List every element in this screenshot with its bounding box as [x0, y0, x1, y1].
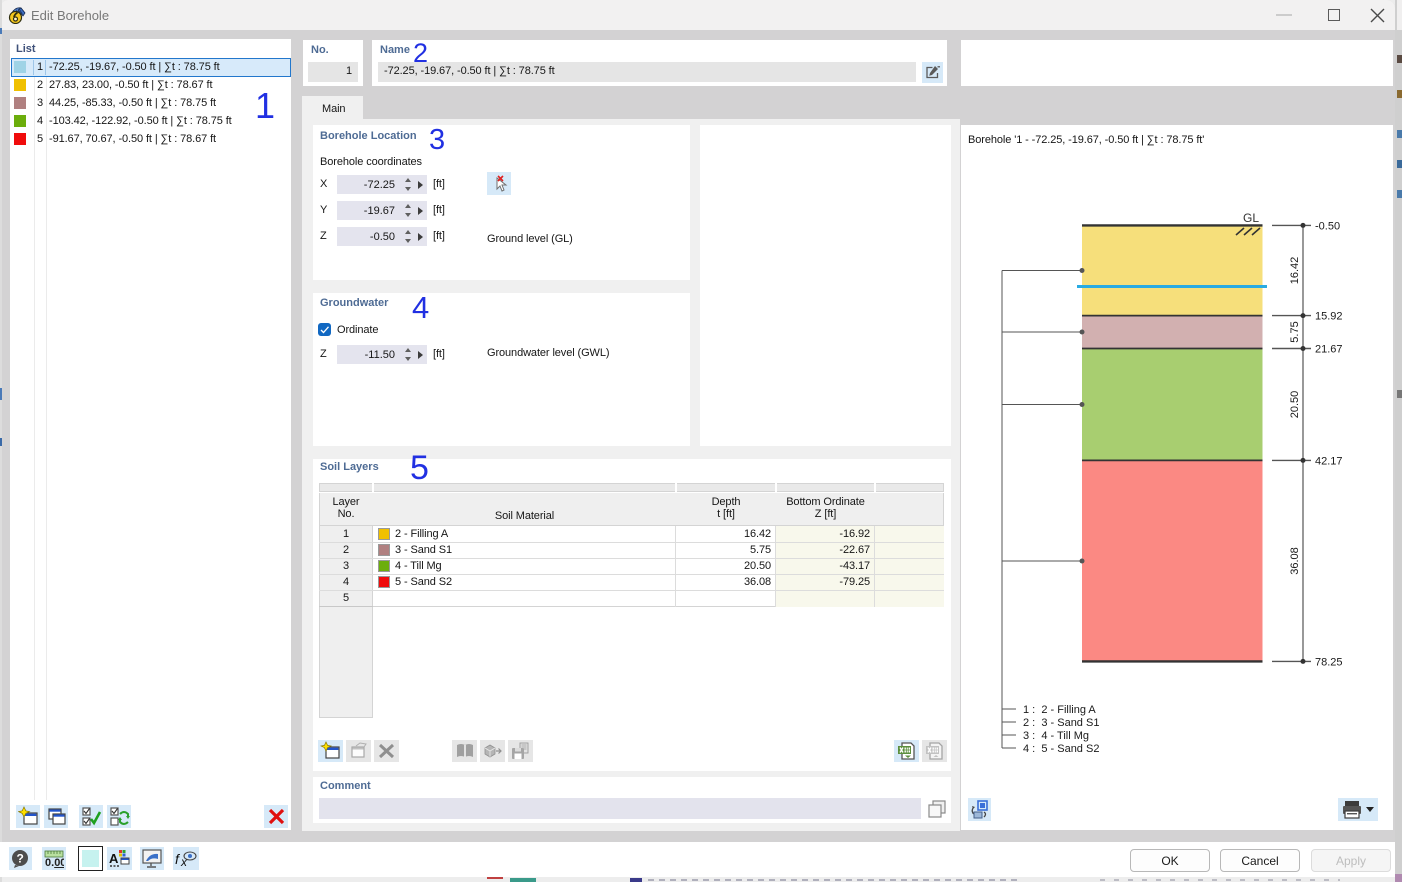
svg-text:15.92: 15.92 — [1315, 311, 1343, 323]
svg-text:78.25: 78.25 — [1315, 656, 1343, 668]
svg-text:A: A — [109, 851, 119, 866]
svg-text:2 : 3 - Sand S1: 2 : 3 - Sand S1 — [1023, 717, 1099, 729]
svg-text:f: f — [175, 851, 181, 867]
svg-text:20.50: 20.50 — [1289, 391, 1301, 419]
svg-text:3 : 4 - Till Mg: 3 : 4 - Till Mg — [1023, 730, 1089, 742]
svg-text:5.75: 5.75 — [1289, 321, 1301, 342]
svg-text:-0.50: -0.50 — [1315, 220, 1340, 232]
svg-text:1 : 2 - Filling A: 1 : 2 - Filling A — [1023, 704, 1096, 716]
svg-text:4 : 5 - Sand S2: 4 : 5 - Sand S2 — [1023, 743, 1099, 755]
svg-text:21.67: 21.67 — [1315, 344, 1343, 356]
svg-text:?: ? — [17, 852, 24, 866]
svg-text:42.17: 42.17 — [1315, 455, 1343, 467]
svg-text:GL: GL — [1243, 211, 1259, 225]
svg-text:16.42: 16.42 — [1289, 257, 1301, 285]
svg-text:x: x — [180, 855, 188, 868]
svg-text:36.08: 36.08 — [1289, 547, 1301, 575]
svg-text:0.00: 0.00 — [45, 857, 64, 868]
